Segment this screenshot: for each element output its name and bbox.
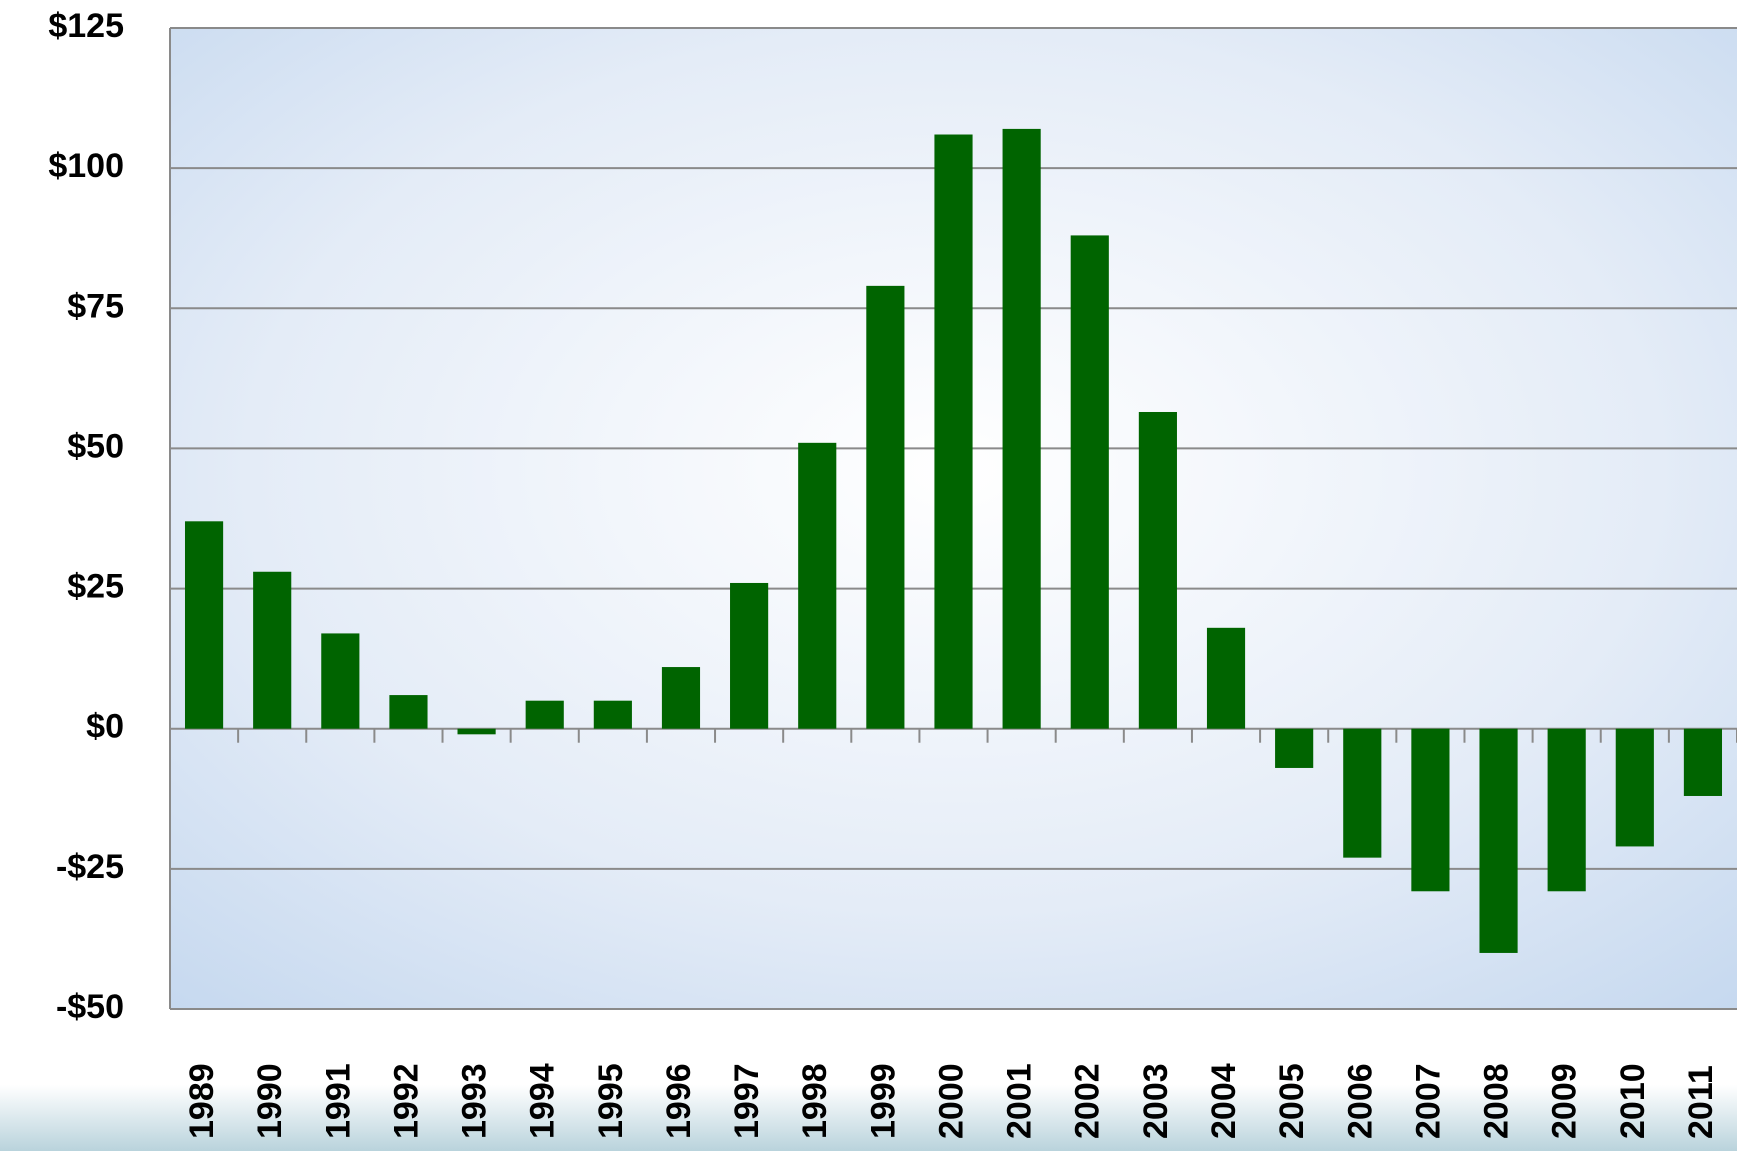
bar	[1547, 728, 1586, 892]
bar	[321, 633, 360, 729]
y-tick-label: -$50	[56, 988, 124, 1026]
bar	[1479, 728, 1518, 953]
bar	[730, 582, 769, 729]
x-tick-label: 1999	[864, 1063, 902, 1139]
bar	[798, 442, 837, 729]
y-tick-label: $0	[86, 708, 124, 746]
x-tick-label: 1992	[387, 1063, 425, 1139]
x-tick-label: 1998	[796, 1063, 834, 1139]
x-tick-label: 2000	[932, 1063, 970, 1139]
bar	[866, 285, 905, 729]
bar	[1138, 411, 1177, 729]
x-tick-label: 1990	[251, 1063, 289, 1139]
bar	[1411, 728, 1450, 892]
bar	[525, 700, 564, 729]
x-tick-label: 2010	[1614, 1063, 1652, 1139]
bar	[457, 728, 496, 735]
y-tick-label: $125	[48, 7, 124, 45]
bar	[1206, 627, 1246, 729]
x-tick-label: 2003	[1137, 1063, 1175, 1139]
bar	[661, 667, 701, 729]
bar	[1615, 728, 1654, 847]
x-tick-label: 2007	[1409, 1063, 1447, 1139]
y-tick-label: $100	[48, 147, 124, 185]
x-tick-label: 2002	[1069, 1063, 1107, 1139]
footer-band	[0, 1085, 1737, 1151]
bar	[1275, 728, 1314, 768]
y-tick-label: $25	[67, 568, 124, 606]
x-tick-label: 1994	[524, 1063, 562, 1139]
x-tick-label: 1995	[592, 1063, 630, 1139]
x-tick-label: 1991	[319, 1063, 357, 1139]
bar	[1683, 728, 1723, 796]
y-tick-label: -$25	[56, 848, 124, 886]
x-tick-label: 2011	[1682, 1065, 1720, 1139]
x-tick-label: 2005	[1273, 1063, 1311, 1139]
x-tick-label: 2008	[1478, 1063, 1516, 1139]
x-tick-label: 2004	[1205, 1063, 1243, 1139]
y-tick-label: $50	[67, 427, 124, 465]
bar	[1070, 235, 1109, 729]
x-tick-label: 1997	[728, 1063, 766, 1139]
bar	[593, 700, 632, 729]
bar	[253, 571, 292, 729]
x-tick-label: 1989	[183, 1063, 221, 1139]
bar	[1343, 728, 1382, 858]
bar	[389, 695, 428, 729]
x-tick-label: 1996	[660, 1063, 698, 1139]
x-tick-label: 1993	[456, 1063, 494, 1139]
bar	[1002, 128, 1041, 729]
bar	[934, 134, 973, 729]
x-tick-label: 2009	[1546, 1063, 1584, 1139]
bar	[184, 521, 224, 729]
x-tick-label: 2006	[1341, 1063, 1379, 1139]
x-tick-label: 2001	[1001, 1063, 1039, 1139]
y-tick-label: $75	[67, 287, 124, 325]
